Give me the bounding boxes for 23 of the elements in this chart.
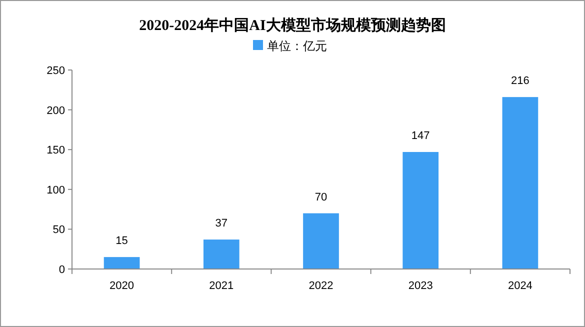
bar	[203, 240, 240, 269]
x-tick-label: 2020	[110, 280, 134, 292]
y-tick-label: 100	[46, 184, 65, 196]
y-tick-label: 50	[52, 224, 65, 236]
x-tick-label: 2021	[209, 280, 234, 292]
y-tick-label: 150	[46, 144, 65, 157]
bar	[502, 97, 538, 269]
data-label: 216	[511, 75, 530, 88]
y-tick-label: 250	[46, 65, 65, 77]
x-tick-label: 2024	[508, 280, 532, 292]
data-label: 15	[116, 235, 128, 248]
bar	[104, 257, 140, 269]
data-label: 70	[314, 191, 328, 204]
bar	[402, 152, 439, 269]
x-tick-label: 2022	[308, 280, 334, 292]
x-tick-label: 2023	[408, 280, 433, 292]
legend-label: 单位：亿元	[267, 39, 327, 53]
data-label: 147	[411, 130, 430, 142]
bar	[303, 213, 339, 269]
data-label: 37	[215, 218, 228, 230]
y-tick-label: 200	[46, 104, 65, 117]
y-tick-label: 0	[58, 264, 65, 276]
chart-title: 2020-2024年中国AI大模型市场规模预测趋势图	[139, 16, 446, 34]
